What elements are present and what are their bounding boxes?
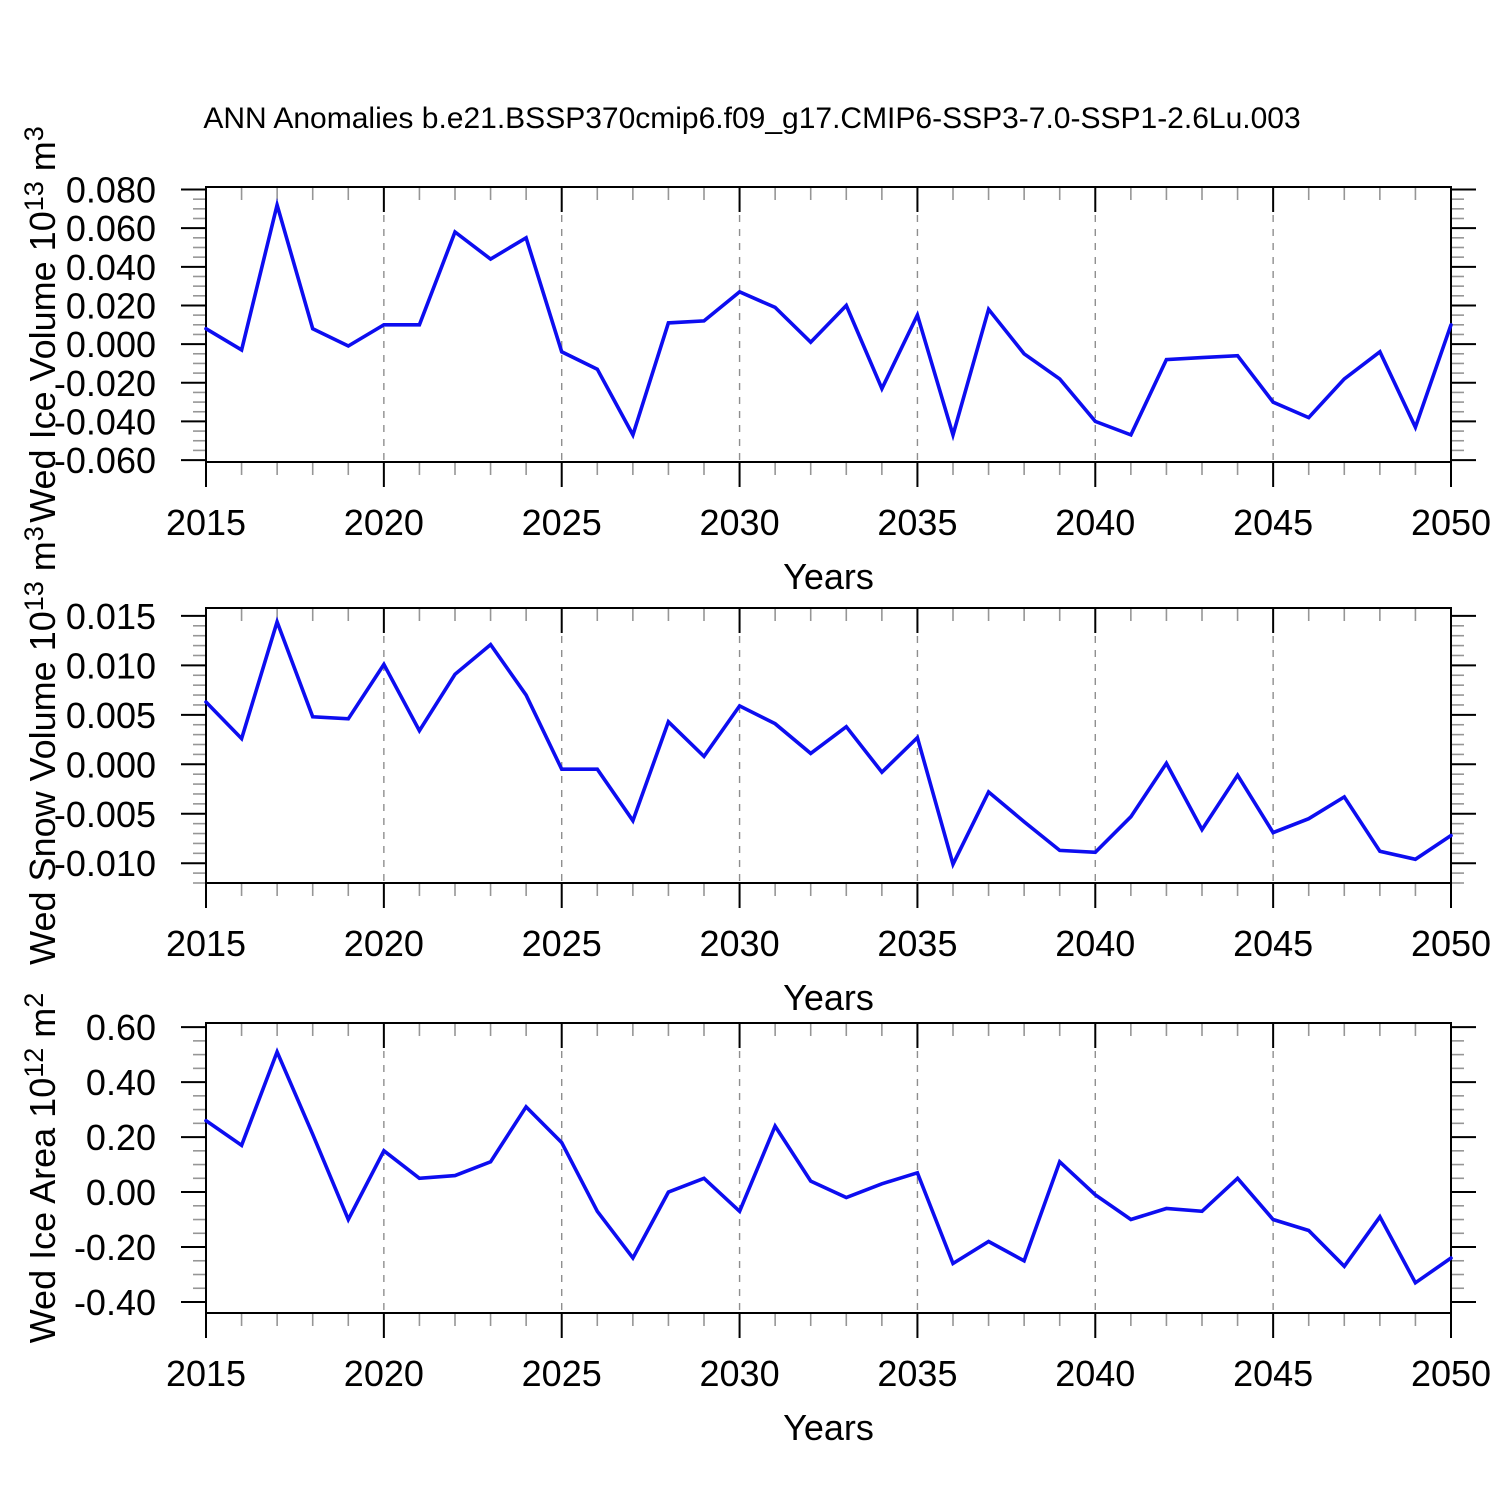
panel-wed-ice-volume: 0.0800.0600.0400.0200.000-0.020-0.040-0.… [19, 126, 1491, 597]
x-tick-label: 2050 [1411, 1353, 1491, 1394]
y-tick-label: 0.020 [66, 285, 156, 326]
figure-title: ANN Anomalies b.e21.BSSP370cmip6.f09_g17… [203, 102, 1300, 135]
y-tick-label: 0.00 [86, 1172, 156, 1213]
x-tick-label: 2040 [1055, 502, 1135, 543]
grid-lines [383, 187, 1274, 462]
series-line-wed-snow-volume [204, 616, 1453, 870]
x-tick-label: 2025 [522, 1353, 602, 1394]
y-tick-label: -0.40 [74, 1282, 156, 1323]
x-tick-label: 2025 [522, 923, 602, 964]
x-tick-label: 2025 [522, 502, 602, 543]
y-axis-ticks [181, 614, 1476, 884]
y-tick-label: 0.080 [66, 170, 156, 211]
y-axis-ticks [181, 188, 1476, 462]
y-tick-label: 0.000 [66, 744, 156, 785]
x-axis-ticks [205, 1023, 1452, 1338]
grid-lines [383, 1023, 1274, 1313]
series-line-wed-ice-volume [204, 198, 1453, 442]
x-axis-title: Years [783, 977, 874, 1018]
x-tick-label: 2015 [166, 502, 246, 543]
y-tick-label: 0.010 [66, 645, 156, 686]
series-line-wed-ice-area [204, 1047, 1453, 1286]
x-axis-title: Years [783, 1407, 874, 1448]
x-tick-label: 2030 [700, 502, 780, 543]
x-tick-label: 2020 [344, 1353, 424, 1394]
y-tick-label: 0.060 [66, 208, 156, 249]
x-tick-label: 2015 [166, 923, 246, 964]
x-tick-label: 2050 [1411, 923, 1491, 964]
x-axis-ticks [205, 187, 1452, 487]
y-axis-title: Wed Snow Volume 1013 m3 [19, 526, 63, 965]
y-tick-label: -0.020 [54, 363, 156, 404]
y-axis-title: Wed Ice Volume 1013 m3 [19, 126, 63, 523]
y-tick-label: 0.005 [66, 695, 156, 736]
x-tick-label: 2045 [1233, 923, 1313, 964]
y-tick-label: 0.015 [66, 596, 156, 637]
x-tick-label: 2050 [1411, 502, 1491, 543]
y-tick-label: 0.000 [66, 324, 156, 365]
y-tick-label: -0.040 [54, 401, 156, 442]
x-tick-label: 2015 [166, 1353, 246, 1394]
x-tick-label: 2040 [1055, 1353, 1135, 1394]
y-tick-label: 0.20 [86, 1117, 156, 1158]
x-tick-label: 2040 [1055, 923, 1135, 964]
x-tick-label: 2045 [1233, 502, 1313, 543]
plot-frame [205, 607, 1452, 884]
x-tick-label: 2030 [700, 1353, 780, 1394]
y-tick-label: 0.60 [86, 1007, 156, 1048]
x-tick-label: 2020 [344, 923, 424, 964]
x-tick-label: 2035 [877, 502, 957, 543]
x-tick-label: 2035 [877, 1353, 957, 1394]
y-tick-label: -0.060 [54, 440, 156, 481]
y-tick-label: -0.20 [74, 1227, 156, 1268]
plot-frame [205, 1022, 1452, 1314]
y-tick-label: 0.40 [86, 1062, 156, 1103]
y-axis-title: Wed Ice Area 1012 m2 [19, 993, 63, 1344]
y-axis-ticks [181, 1026, 1476, 1304]
x-tick-label: 2035 [877, 923, 957, 964]
x-axis-title: Years [783, 556, 874, 597]
grid-lines [383, 608, 1274, 883]
y-tick-label: -0.010 [54, 843, 156, 884]
x-axis-ticks [205, 608, 1452, 908]
x-tick-label: 2030 [700, 923, 780, 964]
y-tick-label: -0.005 [54, 794, 156, 835]
x-tick-label: 2020 [344, 502, 424, 543]
x-tick-label: 2045 [1233, 1353, 1313, 1394]
y-tick-label: 0.040 [66, 247, 156, 288]
